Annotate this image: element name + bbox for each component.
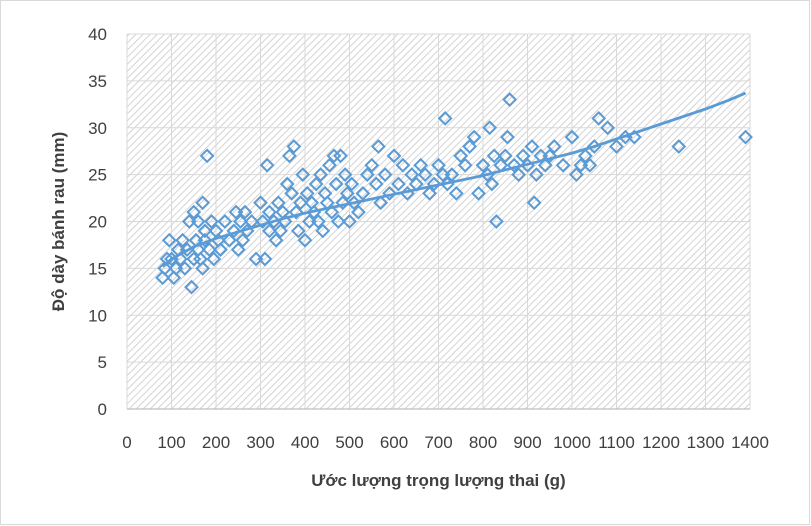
y-tick-label: 40 bbox=[88, 25, 107, 44]
y-tick-label: 15 bbox=[88, 259, 107, 278]
x-tick-label: 1400 bbox=[731, 433, 769, 452]
x-tick-label: 1100 bbox=[598, 433, 635, 452]
x-tick-label: 800 bbox=[469, 433, 497, 452]
x-tick-label: 500 bbox=[335, 433, 363, 452]
y-tick-label: 30 bbox=[88, 119, 107, 138]
x-tick-label: 400 bbox=[291, 433, 319, 452]
y-axis-title: Độ dày bánh rau (mm) bbox=[49, 132, 68, 311]
y-tick-label: 35 bbox=[88, 72, 107, 91]
x-tick-label: 700 bbox=[424, 433, 452, 452]
x-tick-label: 900 bbox=[513, 433, 541, 452]
x-tick-label: 600 bbox=[380, 433, 408, 452]
x-tick-label: 0 bbox=[122, 433, 131, 452]
x-axis-title: Ước lượng trọng lượng thai (g) bbox=[311, 471, 565, 490]
y-tick-label: 5 bbox=[98, 353, 107, 372]
x-tick-label: 1300 bbox=[687, 433, 725, 452]
x-tick-label: 1200 bbox=[642, 433, 680, 452]
x-tick-label: 200 bbox=[202, 433, 230, 452]
y-tick-label: 25 bbox=[88, 166, 107, 185]
x-tick-label: 300 bbox=[246, 433, 274, 452]
x-tick-label: 100 bbox=[157, 433, 185, 452]
y-tick-label: 10 bbox=[88, 306, 107, 325]
y-tick-label: 0 bbox=[98, 400, 107, 419]
x-tick-label: 1000 bbox=[553, 433, 591, 452]
y-tick-label: 20 bbox=[88, 213, 107, 232]
